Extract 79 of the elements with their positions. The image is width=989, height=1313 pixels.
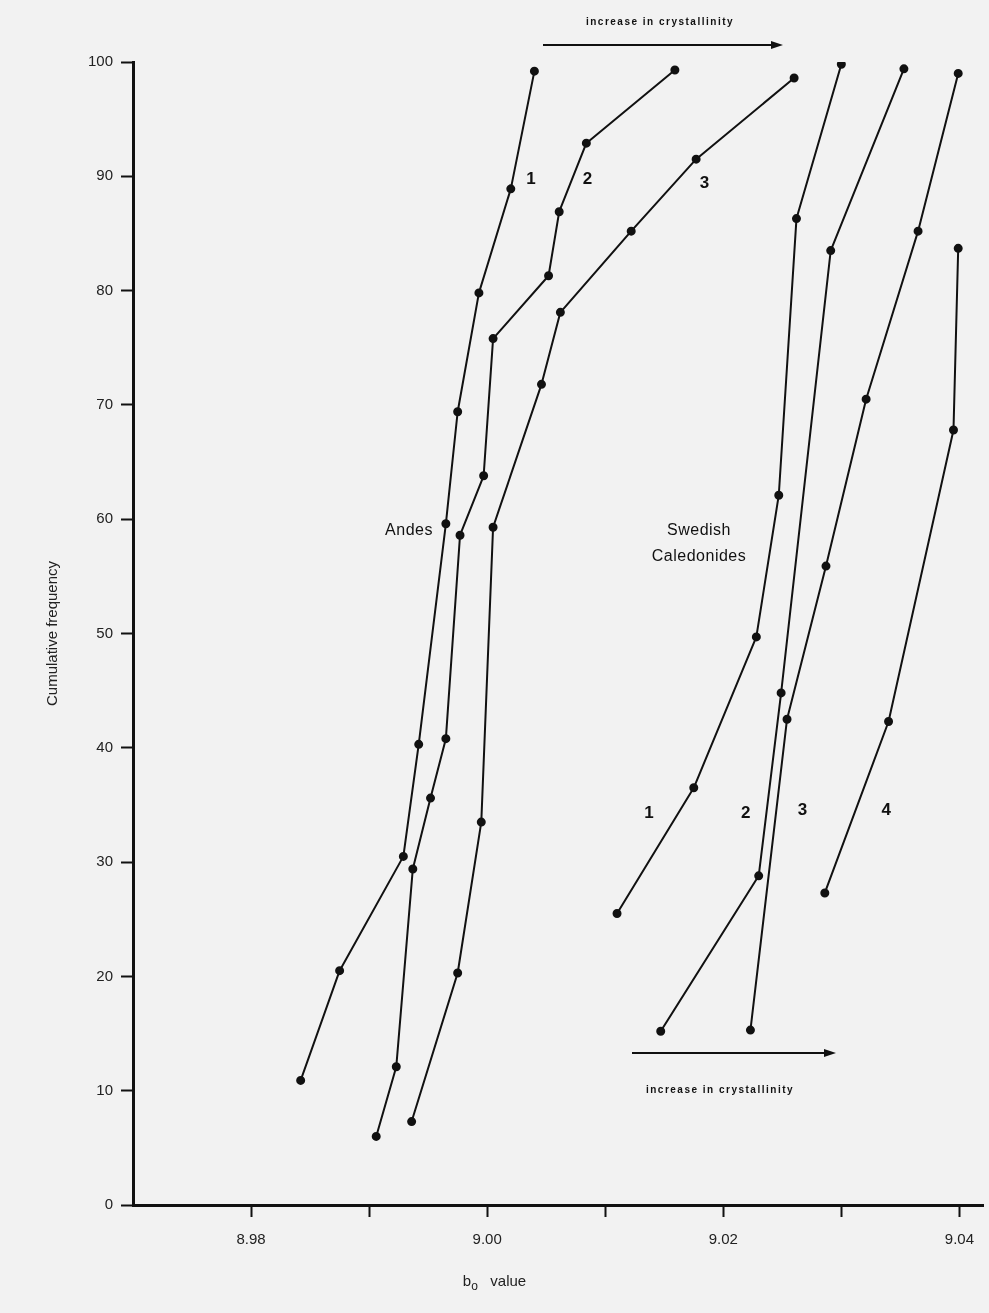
point: [754, 871, 764, 881]
point: [948, 425, 958, 435]
y-tick-label: 90: [96, 166, 114, 184]
point: [626, 226, 636, 236]
point: [554, 207, 564, 217]
point: [899, 64, 909, 74]
x-tick-label: 9.02: [708, 1230, 738, 1248]
annotation: Swedish Caledonides: [651, 521, 747, 565]
point: [455, 530, 465, 540]
series-label: 1: [644, 802, 654, 822]
point: [407, 1117, 417, 1127]
series-label: 1: [526, 169, 536, 189]
point: [791, 214, 801, 224]
point: [826, 246, 836, 256]
series-label: 4: [881, 800, 892, 820]
x-axis-title: b$_{o}$ value: [461, 1272, 528, 1293]
point: [453, 407, 463, 417]
point: [488, 522, 498, 532]
point: [953, 243, 963, 253]
point: [953, 68, 963, 78]
point: [581, 138, 591, 148]
point: [335, 966, 345, 976]
point: [414, 739, 424, 749]
point: [296, 1075, 306, 1085]
point: [670, 65, 680, 75]
point: [544, 271, 554, 281]
series-label: 2: [740, 802, 751, 822]
y-tick-label: 70: [96, 395, 114, 413]
point: [391, 1062, 401, 1072]
point: [536, 379, 546, 389]
point: [913, 226, 923, 236]
point: [441, 734, 451, 744]
point: [656, 1026, 666, 1036]
point: [408, 864, 418, 874]
y-tick-label: 60: [96, 509, 114, 527]
y-tick-label: 100: [88, 52, 114, 70]
series-label: 3: [797, 800, 808, 820]
point: [398, 851, 408, 861]
point: [506, 184, 516, 194]
y-tick-label: 80: [96, 280, 114, 298]
y-tick-label: 30: [96, 852, 114, 870]
series-label: 2: [582, 169, 593, 189]
point: [529, 66, 539, 76]
y-axis-title: Cumulative frequency: [43, 560, 61, 707]
point: [836, 62, 846, 69]
point: [453, 968, 463, 978]
point: [820, 888, 830, 898]
y-tick-label: 0: [104, 1195, 114, 1213]
point: [776, 688, 786, 698]
point: [774, 490, 784, 500]
point: [476, 817, 486, 827]
point: [488, 334, 498, 344]
point: [426, 793, 436, 803]
point: [371, 1131, 381, 1141]
annotation: increase in crystallinity: [645, 1083, 795, 1095]
point: [751, 632, 761, 642]
point: [689, 783, 699, 793]
x-tick-label: 8.98: [236, 1230, 266, 1248]
y-tick-label: 10: [96, 1080, 114, 1098]
point: [612, 909, 622, 919]
point: [789, 73, 799, 83]
series-label: 3: [699, 172, 710, 192]
point: [441, 519, 451, 529]
point: [861, 394, 871, 404]
y-tick-label: 50: [96, 623, 114, 641]
point: [884, 717, 894, 727]
x-tick-label: 9.00: [472, 1230, 502, 1248]
y-tick-label: 20: [96, 966, 114, 984]
text: increase in crystallinity: [585, 15, 735, 27]
point: [691, 154, 701, 164]
point: [745, 1025, 755, 1035]
y-tick-label: 40: [96, 737, 114, 755]
point: [555, 307, 565, 317]
x-tick-label: 9.04: [944, 1230, 974, 1248]
annotation: Andes: [385, 521, 433, 539]
point: [479, 471, 489, 481]
point: [782, 714, 792, 724]
point: [821, 561, 831, 571]
point: [474, 288, 484, 298]
